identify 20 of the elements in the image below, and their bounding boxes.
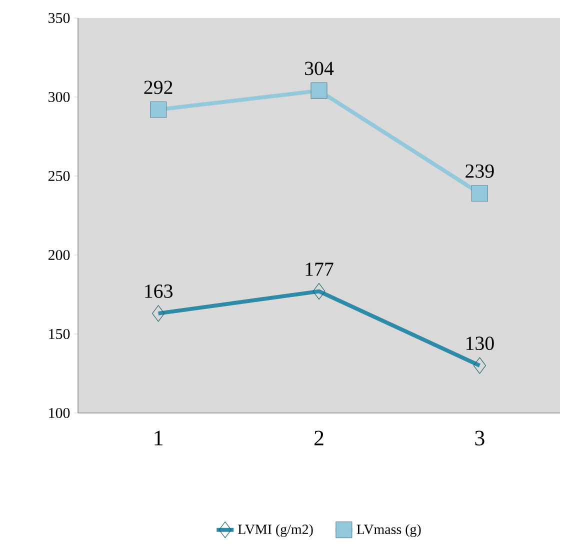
x-tick-label: 2: [314, 430, 324, 446]
y-tick-label: 200: [48, 250, 70, 260]
legend-label: LVmass (g): [356, 524, 421, 537]
data-label: 292: [144, 80, 172, 94]
data-label: 163: [145, 284, 173, 298]
y-tick-label: 250: [48, 170, 70, 182]
data-label: 177: [306, 262, 334, 276]
y-tick-label: 100: [49, 408, 70, 418]
data-label: 130: [466, 336, 494, 350]
x-tick-label: 1: [154, 430, 162, 446]
data-label: 304: [305, 62, 334, 76]
x-tick-label: 3: [475, 430, 484, 446]
legend-label: LVMI (g/m2): [238, 524, 313, 537]
point: [310, 82, 328, 99]
point: [150, 101, 167, 118]
y-tick-label: 350: [48, 12, 70, 24]
y-tick-label: 300: [48, 92, 70, 102]
point: [471, 185, 488, 202]
data-label: 239: [466, 164, 494, 178]
y-tick-label: 150: [49, 328, 70, 340]
